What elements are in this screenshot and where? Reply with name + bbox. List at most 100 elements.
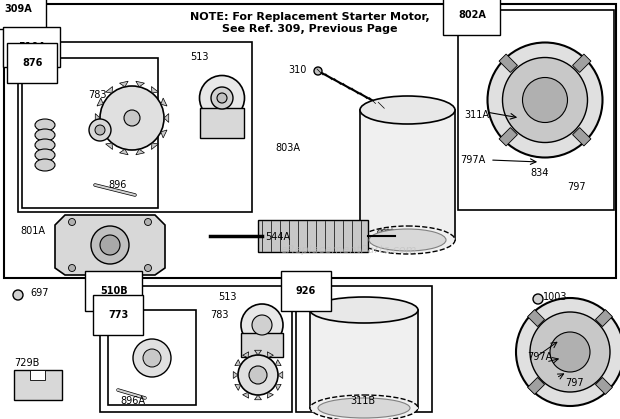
Polygon shape xyxy=(136,81,144,87)
Text: 311B: 311B xyxy=(350,396,375,406)
Polygon shape xyxy=(105,143,113,150)
Bar xyxy=(258,220,368,252)
Ellipse shape xyxy=(550,332,590,372)
Polygon shape xyxy=(95,114,100,122)
Ellipse shape xyxy=(369,229,446,251)
Ellipse shape xyxy=(13,290,23,300)
Ellipse shape xyxy=(35,129,55,141)
Ellipse shape xyxy=(377,229,383,243)
Bar xyxy=(595,310,613,326)
Ellipse shape xyxy=(241,304,283,346)
Ellipse shape xyxy=(314,67,322,75)
Ellipse shape xyxy=(35,149,55,161)
Polygon shape xyxy=(97,98,103,106)
Text: 896: 896 xyxy=(108,180,126,190)
Bar xyxy=(200,108,244,138)
Ellipse shape xyxy=(35,119,55,131)
Bar xyxy=(30,370,45,380)
Ellipse shape xyxy=(360,226,455,254)
Text: 729B: 729B xyxy=(14,358,40,368)
Ellipse shape xyxy=(143,349,161,367)
Ellipse shape xyxy=(238,355,278,395)
Ellipse shape xyxy=(530,312,610,392)
Bar xyxy=(310,310,418,408)
Bar xyxy=(4,4,616,278)
Polygon shape xyxy=(242,392,249,398)
Polygon shape xyxy=(151,86,158,93)
Text: 510B: 510B xyxy=(100,286,128,296)
Polygon shape xyxy=(255,395,262,400)
Bar xyxy=(241,333,283,357)
Text: 311A: 311A xyxy=(464,110,489,120)
Bar xyxy=(528,378,544,394)
Text: 697: 697 xyxy=(30,288,48,298)
Text: 803A: 803A xyxy=(275,143,300,153)
Polygon shape xyxy=(267,352,273,358)
Text: 544A: 544A xyxy=(265,232,290,242)
Polygon shape xyxy=(233,372,238,378)
Ellipse shape xyxy=(310,297,418,323)
Text: 801A: 801A xyxy=(20,226,45,236)
Text: 802A: 802A xyxy=(458,10,486,20)
Polygon shape xyxy=(242,352,249,358)
Ellipse shape xyxy=(89,119,111,141)
Polygon shape xyxy=(161,130,167,138)
Bar xyxy=(573,54,591,72)
Bar xyxy=(296,286,432,412)
Polygon shape xyxy=(267,392,273,398)
Polygon shape xyxy=(275,360,281,366)
Text: 896A: 896A xyxy=(120,396,145,406)
Ellipse shape xyxy=(144,264,151,272)
Bar xyxy=(14,370,62,400)
Text: 773: 773 xyxy=(108,310,128,320)
Ellipse shape xyxy=(144,218,151,225)
Text: 309A: 309A xyxy=(4,4,32,14)
Text: 797: 797 xyxy=(567,182,586,192)
Ellipse shape xyxy=(310,395,418,419)
Polygon shape xyxy=(105,86,113,93)
Ellipse shape xyxy=(211,87,233,109)
Text: eReplacementParts.com: eReplacementParts.com xyxy=(280,245,417,255)
Text: 834: 834 xyxy=(530,168,548,178)
Text: 513: 513 xyxy=(218,292,236,302)
Ellipse shape xyxy=(100,86,164,150)
Polygon shape xyxy=(120,149,128,155)
Ellipse shape xyxy=(133,339,171,377)
Ellipse shape xyxy=(533,294,543,304)
Ellipse shape xyxy=(91,226,129,264)
Bar xyxy=(499,54,518,72)
Polygon shape xyxy=(151,143,158,150)
Polygon shape xyxy=(235,384,241,391)
Text: 797A: 797A xyxy=(460,155,485,165)
Polygon shape xyxy=(161,98,167,106)
Text: 783: 783 xyxy=(88,90,107,100)
Polygon shape xyxy=(278,372,283,378)
Text: 513: 513 xyxy=(190,52,208,62)
Ellipse shape xyxy=(360,96,455,124)
Ellipse shape xyxy=(68,264,76,272)
Ellipse shape xyxy=(389,229,395,243)
Ellipse shape xyxy=(516,298,620,406)
Ellipse shape xyxy=(523,78,567,122)
Ellipse shape xyxy=(124,110,140,126)
Ellipse shape xyxy=(95,125,105,135)
Polygon shape xyxy=(235,360,241,366)
Bar xyxy=(528,310,544,326)
Ellipse shape xyxy=(502,57,588,142)
Bar xyxy=(499,127,518,146)
Bar xyxy=(100,286,292,412)
Polygon shape xyxy=(275,384,281,391)
Ellipse shape xyxy=(100,235,120,255)
Polygon shape xyxy=(255,350,262,355)
Ellipse shape xyxy=(318,398,410,418)
Text: 783: 783 xyxy=(210,310,229,320)
Polygon shape xyxy=(97,130,103,138)
Text: 926: 926 xyxy=(296,286,316,296)
Polygon shape xyxy=(164,114,169,122)
Text: 797A: 797A xyxy=(527,352,552,362)
Ellipse shape xyxy=(217,93,227,103)
Bar xyxy=(360,110,455,240)
Ellipse shape xyxy=(252,315,272,335)
Text: See Ref. 309, Previous Page: See Ref. 309, Previous Page xyxy=(222,24,398,34)
Text: 510A: 510A xyxy=(18,42,46,52)
